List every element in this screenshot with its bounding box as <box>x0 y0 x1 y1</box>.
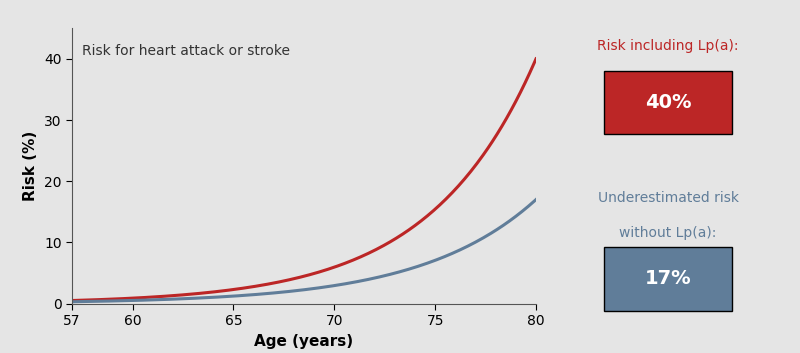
Text: without Lp(a):: without Lp(a): <box>619 226 717 240</box>
Y-axis label: Risk (%): Risk (%) <box>23 131 38 201</box>
Text: Risk including Lp(a):: Risk including Lp(a): <box>598 39 738 53</box>
X-axis label: Age (years): Age (years) <box>254 334 354 348</box>
Text: Underestimated risk: Underestimated risk <box>598 191 738 205</box>
Text: 17%: 17% <box>645 269 691 288</box>
Text: 40%: 40% <box>645 93 691 112</box>
Text: Risk for heart attack or stroke: Risk for heart attack or stroke <box>82 43 290 58</box>
